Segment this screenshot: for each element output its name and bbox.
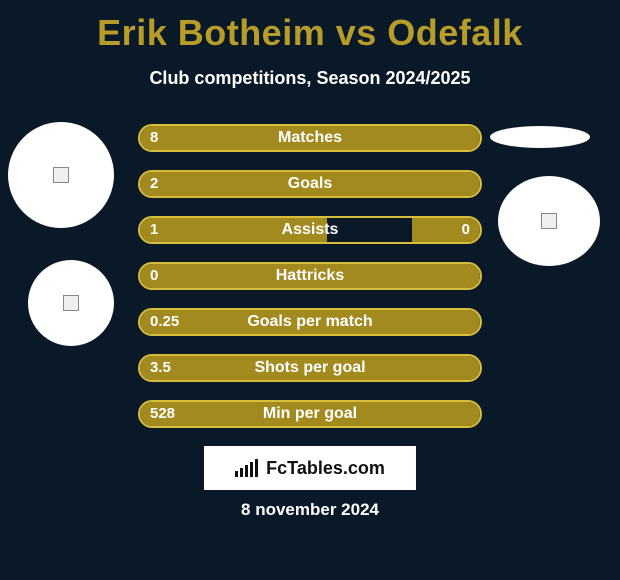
logo-bars-icon [235, 459, 258, 477]
stat-label: Goals [140, 172, 480, 196]
broken-image-icon [63, 295, 79, 311]
stat-label: Assists [140, 218, 480, 242]
player-right-club-logo [490, 126, 590, 148]
stats-container: 8Matches 2Goals 10Assists 0Hattricks 0.25Goa… [138, 124, 482, 446]
stat-row: 0.25Goals per match [138, 308, 482, 336]
stat-label: Hattricks [140, 264, 480, 288]
stat-row: 2Goals [138, 170, 482, 198]
player-left-photo [28, 260, 114, 346]
logo-text: FcTables.com [266, 458, 385, 479]
stat-row: 3.5Shots per goal [138, 354, 482, 382]
logo-text-tables: Tables.com [287, 458, 385, 478]
stat-label: Min per goal [140, 402, 480, 426]
stat-row: 10Assists [138, 216, 482, 244]
stat-row: 0Hattricks [138, 262, 482, 290]
stat-label: Goals per match [140, 310, 480, 334]
broken-image-icon [53, 167, 69, 183]
comparison-title: Erik Botheim vs Odefalk [0, 0, 620, 54]
snapshot-date: 8 november 2024 [0, 500, 620, 520]
logo-text-fc: Fc [266, 458, 287, 478]
player-left-club-logo [8, 122, 114, 228]
stat-label: Matches [140, 126, 480, 150]
broken-image-icon [541, 213, 557, 229]
comparison-subtitle: Club competitions, Season 2024/2025 [0, 68, 620, 89]
player-right-photo [498, 176, 600, 266]
stat-row: 528Min per goal [138, 400, 482, 428]
stat-row: 8Matches [138, 124, 482, 152]
stat-label: Shots per goal [140, 356, 480, 380]
fctables-logo: FcTables.com [204, 446, 416, 490]
